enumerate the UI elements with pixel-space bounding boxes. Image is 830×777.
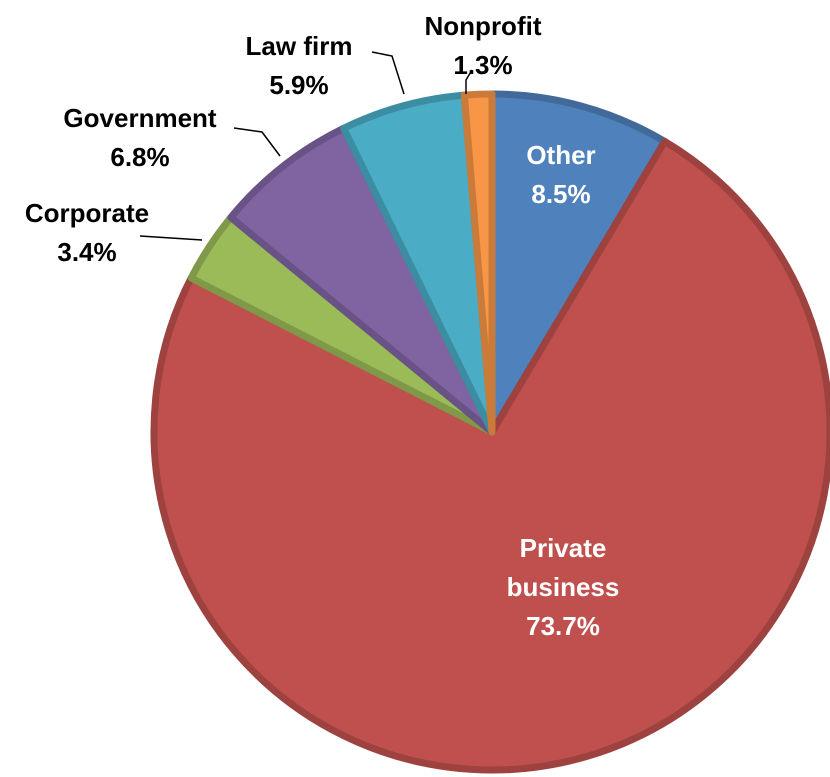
label-corporate-pct: 3.4%: [57, 237, 116, 267]
label-government-pct: 6.8%: [110, 142, 169, 172]
leader-line-government: [233, 127, 281, 157]
pie-slice-other: [488, 90, 669, 436]
leader-line-corporate: [139, 235, 203, 241]
label-private-business-line2: business: [507, 572, 620, 602]
label-nonprofit-pct: 1.3%: [453, 50, 512, 80]
label-law-firm-pct: 5.9%: [269, 70, 328, 100]
pie-slice-private-business: [150, 137, 830, 774]
label-other-name: Other: [526, 140, 595, 170]
label-private-business-line1: Private: [520, 533, 607, 563]
pie-slice-nonprofit: [460, 90, 496, 436]
label-law-firm-name: Law firm: [246, 31, 353, 61]
pie-slices: [150, 90, 830, 774]
label-nonprofit-name: Nonprofit: [425, 11, 542, 41]
leader-line-law-firm: [371, 51, 405, 95]
label-corporate-name: Corporate: [25, 198, 149, 228]
leader-line-nonprofit: [465, 69, 473, 94]
label-private-business-pct: 73.7%: [526, 611, 600, 641]
pie-slice-government: [227, 124, 496, 436]
label-government-name: Government: [63, 103, 216, 133]
label-other-pct: 8.5%: [531, 179, 590, 209]
